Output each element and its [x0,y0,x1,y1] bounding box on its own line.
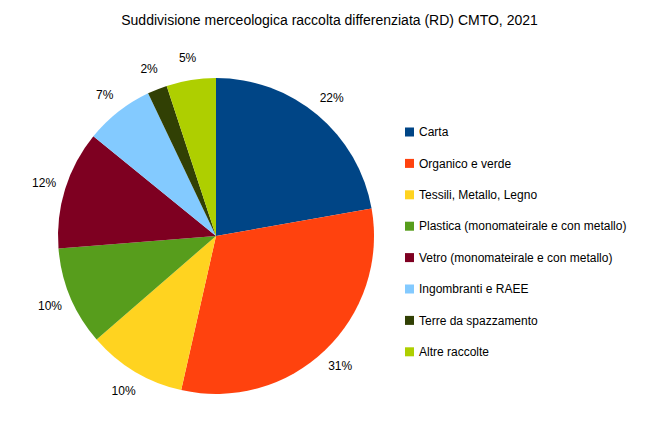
chart: Suddivisione merceologica raccolta diffe… [0,0,659,422]
legend-label: Vetro (monomateirale e con metallo) [419,251,612,265]
legend-swatch [405,253,414,262]
legend-swatch [405,128,414,137]
legend-swatch [405,285,414,294]
pie-slice [167,78,216,236]
legend-swatch [405,222,414,231]
legend-label: Plastica (monomateirale e con metallo) [419,219,626,233]
data-label: 31% [328,359,352,373]
background [0,0,659,422]
legend-swatch [405,159,414,168]
legend-swatch [405,190,414,199]
data-label: 2% [140,62,158,76]
data-labels: 22% 31% 10% 10% 12% 7% 2% 5% [32,51,352,397]
data-label: 5% [179,51,197,65]
data-label: 10% [112,384,136,398]
legend-label: Organico e verde [419,157,511,171]
legend-label: Tessili, Metallo, Legno [419,188,537,202]
data-label: 7% [96,88,114,102]
legend-label: Ingombranti e RAEE [419,282,528,296]
legend-swatch [405,316,414,325]
pie-slice [216,78,372,236]
pie [58,78,374,394]
data-label: 12% [32,176,56,190]
legend-swatch [405,347,414,356]
data-label: 10% [38,299,62,313]
data-label: 22% [320,91,344,105]
legend-label: Altre raccolte [419,345,489,359]
legend-label: Carta [419,125,449,139]
pie-slice [58,236,216,339]
title: Suddivisione merceologica raccolta diffe… [121,12,538,28]
legend: Carta Organico e verde Tessili, Metallo, L… [405,125,626,359]
legend-label: Terre da spazzamento [419,314,538,328]
